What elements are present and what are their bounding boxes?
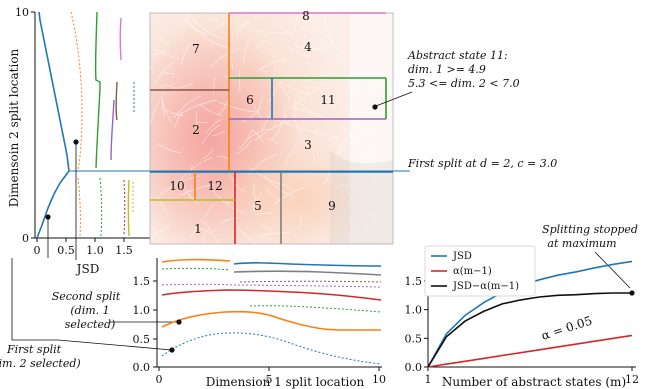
region-label-10: 10 <box>169 179 184 193</box>
left-curve-orange-top <box>70 11 83 171</box>
bottom-curve-green-dotted-2 <box>249 305 382 313</box>
bottom-curve-purple-dotted <box>161 283 382 288</box>
left-x-label: JSD <box>75 262 100 276</box>
abstract-state-title: Abstract state 11: <box>407 49 508 62</box>
left-curve-purple <box>110 99 115 161</box>
second-split-marker-bottom <box>176 319 182 325</box>
first-split-marker-bottom <box>169 347 175 353</box>
second-split-label-1: Second split <box>52 290 121 303</box>
legend-label-jsd: JSD <box>452 251 472 262</box>
left-curve-green-top <box>94 11 101 169</box>
bottom-ytick-2: 1.0 <box>133 304 151 317</box>
region-label-9: 9 <box>328 199 336 213</box>
left-xtick-1: 0.5 <box>57 244 75 257</box>
region-label-1: 1 <box>194 222 202 236</box>
right-xtick-1: 12 <box>625 373 639 386</box>
region-label-11-12: 12 <box>207 179 222 193</box>
splitting-stopped-2: at maximum <box>547 237 616 250</box>
left-jsd-curve-blue <box>36 11 70 239</box>
abstract-state-leader <box>375 91 413 107</box>
left-xtick-2: 1.0 <box>86 244 104 257</box>
bottom-curve-green-dotted <box>161 267 231 271</box>
legend-label-diff: JSD−α(m−1) <box>452 281 519 292</box>
region-label-7: 7 <box>192 42 200 56</box>
region-label-6: 6 <box>246 93 254 107</box>
right-x-label: Number of abstract states (m) <box>442 375 626 389</box>
right-ytick-0: 0.0 <box>405 361 423 374</box>
left-curve-red-dotted <box>123 179 126 237</box>
bottom-ytick-3: 1.5 <box>133 275 151 288</box>
bottom-ytick-1: 0.5 <box>133 333 151 346</box>
left-y-label: Dimensoin 2 split location <box>7 48 21 207</box>
abstract-state-cond-2: 5.3 <= dim. 2 < 7.0 <box>408 77 520 90</box>
second-split-leader <box>75 142 178 323</box>
bottom-curve-blue-dotted <box>161 332 382 365</box>
bottom-ytick-0: 0.0 <box>133 361 151 374</box>
left-jsd-panel: Dimensoin 2 split location 10 0 0 0.5 1.… <box>7 6 150 276</box>
region-label-3: 3 <box>304 138 312 152</box>
bottom-xtick-1: 5 <box>266 373 273 386</box>
region-label-8: 8 <box>302 9 310 23</box>
series-line-jsd-minus-alpha <box>427 292 632 368</box>
splitting-stopped-1: Splitting stopped <box>542 223 638 236</box>
bottom-x-label: Dimension 1 split location <box>206 375 365 389</box>
abstract-state-11-marker <box>372 104 378 110</box>
left-curve-orange-bottom <box>77 177 81 237</box>
bottom-curve-gray <box>233 270 382 276</box>
right-xtick-0: 1 <box>425 373 432 386</box>
legend-box <box>424 245 536 297</box>
left-ytick-bottom: 0 <box>22 232 29 245</box>
abstract-state-cond-1: dim. 1 >= 4.9 <box>408 63 486 76</box>
second-split-label-3: selected) <box>65 318 116 331</box>
first-split-label-1: First split <box>6 343 62 356</box>
bottom-curve-red <box>161 289 382 301</box>
region-label-4: 4 <box>304 40 312 54</box>
left-ytick-top: 10 <box>15 6 29 19</box>
left-xtick-0: 0 <box>34 244 41 257</box>
max-marker <box>629 290 635 296</box>
second-split-label-2: (dim. 1 <box>70 304 109 317</box>
bottom-curve-brown-dotted <box>239 280 382 283</box>
region-label-5: 5 <box>254 199 262 213</box>
alpha-label: α = 0.05 <box>540 313 594 343</box>
right-ytick-1: 0.5 <box>405 332 423 345</box>
first-split-label-2: (dim. 2 selected) <box>0 357 81 370</box>
bottom-xtick-2: 10 <box>372 373 386 386</box>
bottom-curve-blue-solid <box>233 262 382 267</box>
right-ytick-2: 1.0 <box>405 304 423 317</box>
left-curve-green-bottom <box>99 177 103 237</box>
legend-label-alpha: α(m−1) <box>453 266 492 277</box>
first-split-leader <box>11 217 173 351</box>
series-line-alpha <box>427 334 633 368</box>
state-space-map: 1 2 3 4 5 6 7 8 9 10 12 11 <box>149 9 394 245</box>
left-xtick-3: 1.5 <box>115 244 133 257</box>
left-curve-pink <box>119 17 122 61</box>
splitting-stopped-leader <box>594 251 631 289</box>
bottom-xtick-0: 0 <box>156 373 163 386</box>
abstract-states-chart: 0.0 0.5 1.0 1.5 1 12 Number of abstract state… <box>405 245 639 389</box>
bottom-curve-orange <box>161 310 381 331</box>
first-split-at-label: First split at d = 2, c = 3.0 <box>407 157 557 170</box>
left-curve-brown <box>115 81 118 121</box>
region-label-2: 2 <box>192 123 200 137</box>
region-label-11: 11 <box>320 93 335 107</box>
left-curve-olive <box>127 179 130 237</box>
bottom-jsd-panel: 0.0 0.5 1.0 1.5 0 5 10 Dimension 1 split… <box>133 258 386 389</box>
right-ytick-3: 1.5 <box>405 275 423 288</box>
annotations: Abstract state 11: dim. 1 >= 4.9 5.3 <= … <box>0 49 638 370</box>
bottom-curve-orange-top <box>161 258 231 263</box>
